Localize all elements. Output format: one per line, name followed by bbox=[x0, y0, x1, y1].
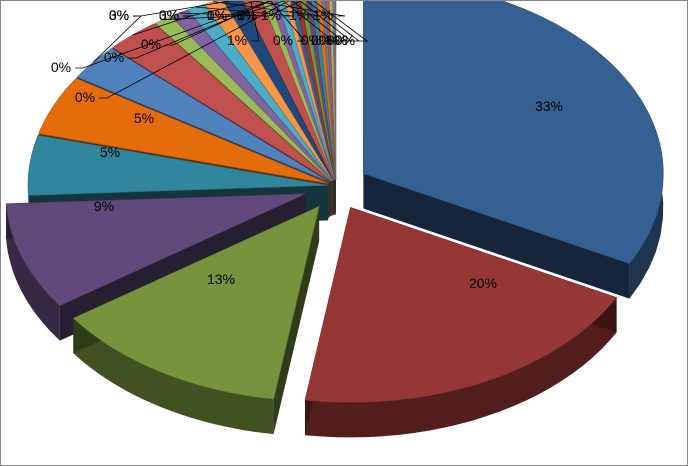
pie-slices bbox=[5, 1, 664, 438]
pie-slice bbox=[304, 207, 618, 438]
slice-top bbox=[363, 1, 664, 264]
data-label: 1% bbox=[261, 7, 281, 23]
leader-line bbox=[128, 1, 272, 59]
data-label: 1% bbox=[207, 7, 227, 23]
slice-top bbox=[38, 77, 329, 184]
data-labels: 33%20%13%9%5%5%3% 3% 1% 1% 1% 1% 1%1% 0% 0%0%0%0… bbox=[51, 7, 563, 291]
slice-top bbox=[112, 23, 331, 182]
data-label: 0% bbox=[327, 32, 347, 48]
slice-side bbox=[6, 203, 60, 341]
leader-line bbox=[183, 1, 259, 17]
data-label: 0% bbox=[335, 32, 355, 48]
data-label: 0% bbox=[51, 59, 71, 75]
data-label: 20% bbox=[469, 275, 497, 291]
pie-slice bbox=[363, 1, 664, 299]
data-label: 0% bbox=[311, 32, 331, 48]
data-label: 0% bbox=[207, 7, 227, 23]
leader-line bbox=[313, 1, 369, 42]
data-label: 0% bbox=[141, 36, 161, 52]
data-label: 0% bbox=[319, 32, 339, 48]
slice-top bbox=[5, 193, 306, 306]
data-label: 13% bbox=[207, 271, 235, 287]
pie-slice bbox=[72, 205, 320, 435]
data-label: 0% bbox=[301, 32, 321, 48]
data-label: 0% bbox=[104, 49, 124, 65]
data-label: 1% bbox=[227, 32, 247, 48]
leader-line bbox=[261, 1, 302, 17]
leader-line bbox=[282, 1, 335, 42]
leader-line bbox=[133, 1, 232, 17]
data-label: 0% bbox=[237, 7, 257, 23]
leader-line bbox=[213, 1, 322, 17]
data-label: 5% bbox=[100, 144, 120, 160]
data-label: 9% bbox=[94, 198, 114, 214]
data-label: 0% bbox=[159, 7, 179, 23]
leader-line bbox=[231, 1, 285, 17]
slice-side bbox=[305, 297, 617, 438]
leader-line bbox=[195, 6, 294, 17]
data-label: 0% bbox=[75, 89, 95, 105]
data-label: 1% bbox=[313, 7, 333, 23]
data-label: 1% bbox=[237, 7, 257, 23]
data-label: 0% bbox=[273, 32, 293, 48]
data-label: 0% bbox=[109, 7, 129, 23]
data-label: 1% bbox=[289, 7, 309, 23]
data-label: 33% bbox=[535, 98, 563, 114]
slice-top bbox=[261, 1, 335, 181]
slice-top bbox=[204, 1, 334, 181]
leader-lines bbox=[75, 1, 369, 99]
slice-wall bbox=[363, 173, 630, 299]
leader-line bbox=[252, 1, 346, 17]
data-label: 3% bbox=[109, 7, 129, 23]
slice-side bbox=[73, 318, 274, 435]
leader-line bbox=[75, 1, 271, 69]
leader-line bbox=[99, 1, 290, 99]
slice-top bbox=[304, 207, 618, 403]
slice-top bbox=[222, 1, 334, 181]
slice-top bbox=[27, 134, 329, 196]
data-label: 5% bbox=[134, 110, 154, 126]
slice-wall bbox=[273, 206, 320, 435]
data-label: 3% bbox=[159, 7, 179, 23]
slice-top bbox=[72, 205, 320, 400]
